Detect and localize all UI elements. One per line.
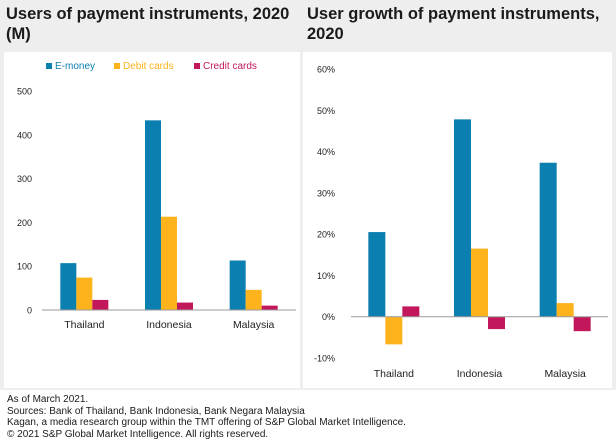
y-tick-label: 10% [317,271,335,281]
y-tick-label: 20% [317,230,335,240]
bar-credit-cards-indonesia [488,316,505,330]
footer-notes: As of March 2021. Sources: Bank of Thail… [7,394,607,440]
users-chart: 0 100 200 300 400 500 Thailand Indonesia Malaysi… [17,61,296,331]
y-tick-label: 100 [17,262,32,272]
legend-swatch-e-money [46,63,52,69]
bar-debit-cards-malaysia [245,289,262,310]
bar-credit-cards-malaysia [261,305,278,310]
chart-title-growth: User growth of payment instruments, 2020 [307,5,600,43]
y-tick-label: 0% [322,312,335,322]
x-category-label: Malaysia [233,319,275,331]
y-tick-label: 30% [317,188,335,198]
y-tick-label: 60% [317,65,335,75]
y-tick-label: 0 [27,306,32,316]
y-tick-label: 40% [317,147,335,157]
footer-kagan-note: Kagan, a media research group within the… [7,417,406,428]
bar-debit-cards-thailand [385,316,403,345]
x-category-label: Malaysia [544,368,586,380]
bar-e-money-indonesia [145,120,161,310]
x-category-label: Thailand [64,319,104,331]
chart-title-users: Users of payment instruments, 2020 (M) [6,5,290,43]
legend-swatch-debit-cards [114,63,120,69]
y-tick-label: 200 [17,218,32,228]
y-tick-label: 300 [17,174,32,184]
growth-chart-area: -10% 0% 10% 20% 30% 40% 50% 60% Thailand Indonesi… [303,52,612,388]
bar-debit-cards-indonesia [161,216,177,310]
footer-sources: Sources: Bank of Thailand, Bank Indonesi… [7,405,305,417]
bar-debit-cards-indonesia [471,248,488,317]
footer-date-note: As of March 2021. [7,394,89,405]
growth-chart: -10% 0% 10% 20% 30% 40% 50% 60% Thailand Indonesi… [314,65,608,380]
legend-label-e-money: E-money [55,61,95,72]
bar-debit-cards-thailand [76,277,93,310]
bar-credit-cards-thailand [92,299,109,310]
legend-label-credit-cards: Credit cards [203,61,257,72]
bar-debit-cards-malaysia [556,303,574,317]
bar-e-money-indonesia [454,119,471,317]
bar-e-money-thailand [368,232,386,317]
bar-e-money-thailand [60,263,77,310]
footer-copyright: © 2021 S&P Global Market Intelligence. A… [7,428,269,440]
x-category-label: Indonesia [457,368,503,380]
y-tick-label: 400 [17,130,32,140]
legend-swatch-credit-cards [194,63,200,69]
bar-credit-cards-thailand [402,306,420,317]
legend-label-debit-cards: Debit cards [123,61,174,72]
bar-credit-cards-malaysia [573,316,591,332]
y-tick-label: 500 [17,87,32,97]
users-chart-area: 0 100 200 300 400 500 Thailand Indonesia Malaysi… [4,52,300,388]
x-category-label: Indonesia [146,319,192,331]
bar-e-money-malaysia [539,162,557,317]
bar-credit-cards-indonesia [177,302,193,310]
y-tick-label: 50% [317,106,335,116]
bar-e-money-malaysia [229,260,246,310]
y-tick-label: -10% [314,354,335,364]
x-category-label: Thailand [374,368,414,380]
